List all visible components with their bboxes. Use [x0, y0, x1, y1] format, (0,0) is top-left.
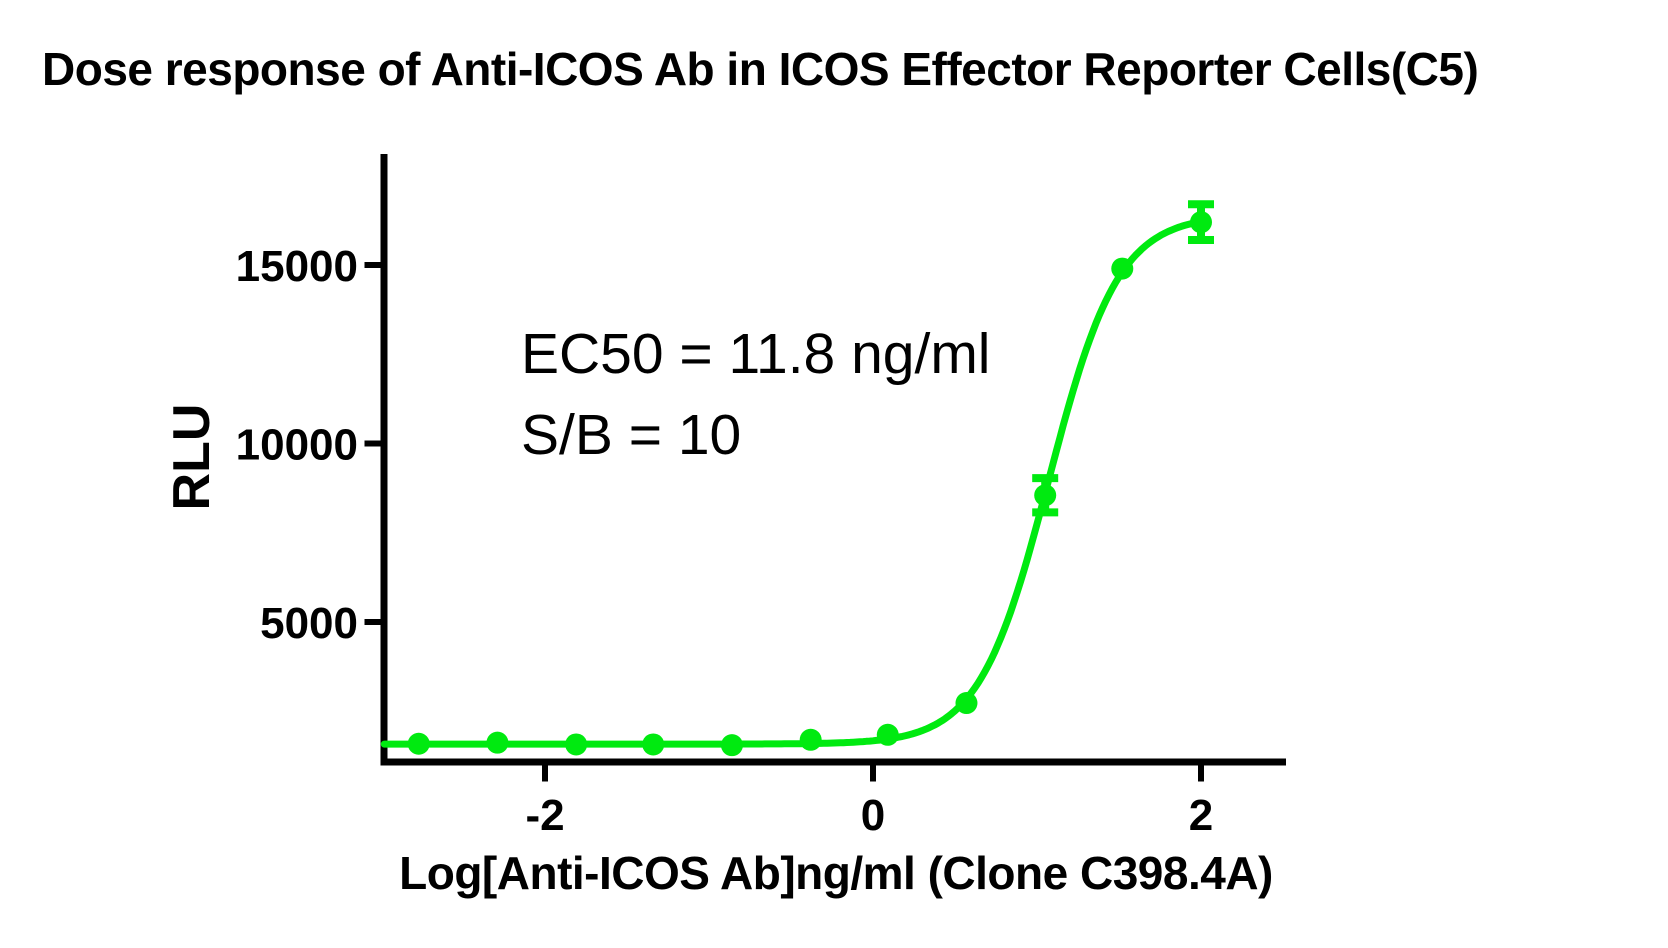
y-axis-line	[380, 154, 388, 766]
x-tick-label: 2	[1189, 791, 1213, 840]
x-tick	[1198, 765, 1204, 782]
ec50-value-text: EC50 = 11.8 ng/ml	[521, 322, 991, 386]
data-point-marker	[565, 733, 588, 756]
data-point-marker	[642, 733, 665, 756]
y-tick	[364, 440, 381, 447]
y-tick	[364, 262, 381, 268]
y-axis-title: RLU	[163, 403, 221, 511]
data-point-marker	[876, 723, 899, 746]
data-point-marker	[486, 731, 509, 754]
x-axis-line	[380, 758, 1286, 766]
x-tick-label: 0	[861, 791, 885, 840]
data-point-marker	[407, 732, 430, 755]
y-tick	[364, 619, 381, 625]
data-point-marker	[799, 728, 822, 751]
data-point-marker	[955, 692, 978, 715]
chart-title: Dose response of Anti-ICOS Ab in ICOS Ef…	[42, 43, 1479, 95]
y-tick-label: 15000	[236, 242, 358, 291]
x-tick-label: -2	[525, 791, 564, 840]
signal-to-background-text: S/B = 10	[521, 403, 742, 467]
x-tick	[542, 765, 548, 782]
data-point-marker	[1190, 211, 1212, 234]
ec50-annotation-block: EC50 = 11.8 ng/ml S/B = 10	[521, 314, 990, 476]
data-point-marker	[1034, 484, 1057, 507]
x-tick	[870, 765, 876, 782]
y-tick-label: 10000	[236, 421, 358, 470]
y-tick-label: 5000	[260, 599, 358, 648]
fit-curve	[380, 218, 1205, 748]
data-point-marker	[720, 734, 743, 757]
x-axis-title: Log[Anti-ICOS Ab]ng/ml (Clone C398.4A)	[399, 847, 1273, 899]
data-point-marker	[1111, 257, 1134, 280]
